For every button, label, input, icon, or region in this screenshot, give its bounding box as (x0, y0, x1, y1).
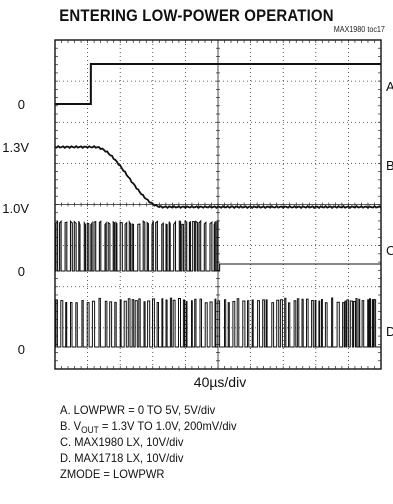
channel-label-c: C (386, 243, 393, 258)
legend-line-a: A. LOWPWR = 0 TO 5V, 5V/div (60, 403, 216, 417)
legend-line-d: D. MAX1718 LX, 10V/div (60, 451, 184, 465)
y-label-b-1v3: 1.3V (2, 140, 29, 155)
y-label-c-zero: 0 (17, 264, 25, 279)
trace-b-vout (54, 145, 382, 209)
x-axis-label: 40µs/div (193, 374, 247, 390)
chart-title: ENTERING LOW-POWER OPERATION (59, 6, 334, 25)
y-label-d-zero: 0 (17, 342, 25, 357)
trace-d-max1718-lx (55, 297, 381, 348)
legend-line-z: ZMODE = LOWPWR (60, 467, 165, 481)
plot-id: MAX1980 toc17 (333, 25, 385, 34)
legend-line-c: C. MAX1980 LX, 10V/div (60, 435, 184, 449)
channel-label-a: A (386, 79, 393, 94)
legend: A. LOWPWR = 0 TO 5V, 5V/div B. VOUT = 1.… (60, 402, 237, 482)
y-label-b-1v0: 1.0V (2, 201, 29, 216)
legend-line-b: B. VOUT = 1.3V TO 1.0V, 200mV/div (60, 419, 237, 435)
trace-c-max1980-lx (55, 219, 381, 272)
channel-label-b: B (386, 158, 393, 173)
y-label-a-zero: 0 (17, 97, 25, 112)
channel-label-d: D (386, 324, 393, 339)
trace-a-lowpwr (55, 63, 381, 105)
